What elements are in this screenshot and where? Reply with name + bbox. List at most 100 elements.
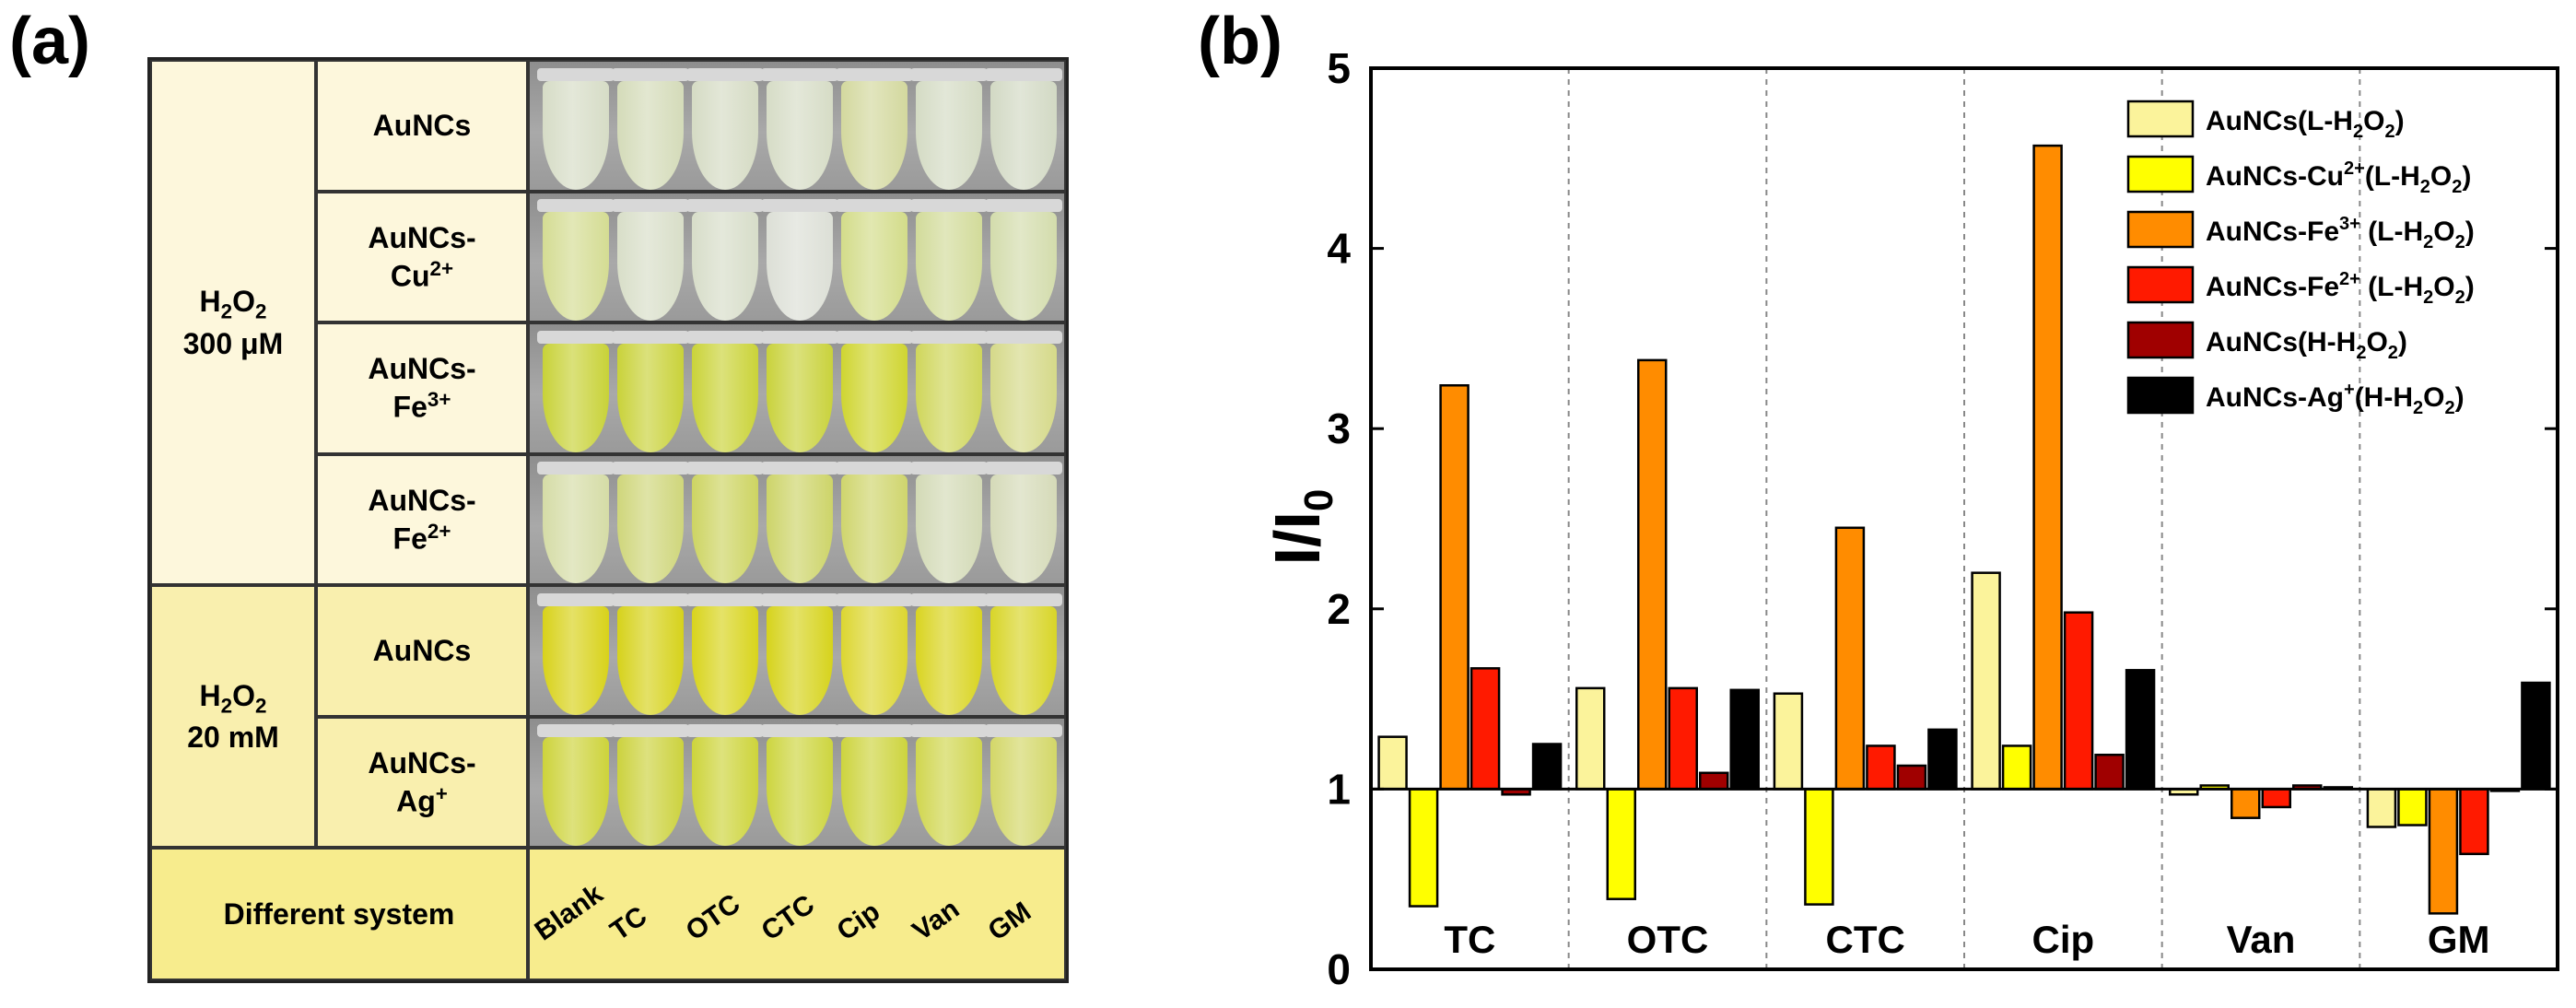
- sample-column-label: Blank: [529, 878, 609, 947]
- y-tick-label: 0: [1327, 945, 1351, 993]
- bar-CTC-series-3: [1866, 744, 1896, 791]
- bar-GM-series-1: [2397, 788, 2428, 826]
- legend-text: O: [2433, 217, 2454, 247]
- bar-GM-series-3: [2459, 788, 2489, 856]
- sample-tube: [985, 462, 1062, 583]
- category-label-GM: GM: [2428, 918, 2490, 961]
- sample-tube: [836, 199, 913, 321]
- bar-Cip-series-3: [2063, 611, 2094, 791]
- legend-subscript: 2: [2455, 287, 2465, 308]
- row-label-1: AuNCs- Cu2+: [316, 191, 528, 322]
- legend-subscript: 2: [2455, 232, 2465, 252]
- sample-tube: [686, 199, 764, 321]
- sample-tube: [985, 592, 1062, 715]
- sample-tube: [612, 592, 689, 715]
- row-label-ion: Ag: [396, 784, 436, 818]
- legend-text: O: [2363, 106, 2384, 136]
- different-system-label: Different system: [150, 848, 528, 980]
- bar-OTC-series-2: [1637, 358, 1668, 791]
- row-label-charge: 2+: [429, 256, 454, 280]
- category-label-Van: Van: [2227, 918, 2296, 961]
- sample-tube: [910, 67, 988, 190]
- row-label-text: AuNCs-: [368, 220, 476, 254]
- tube-photo-row-5: [528, 716, 1066, 848]
- legend-text: ): [2455, 382, 2465, 413]
- row-label-text: AuNCs-: [368, 352, 476, 386]
- bar-Van-series-2: [2231, 788, 2261, 819]
- bar-Cip-series-0: [1971, 571, 2001, 791]
- sample-tube: [761, 330, 838, 452]
- legend-text: AuNCs(H-H: [2206, 327, 2356, 357]
- row-label-5: AuNCs- Ag+: [316, 716, 528, 848]
- legend-subscript: 2: [2388, 343, 2398, 363]
- sample-column-label: GM: [982, 896, 1037, 947]
- sample-tube: [612, 67, 689, 190]
- legend-text: (L-H: [2360, 217, 2423, 247]
- legend-text: (L-H: [2365, 161, 2420, 192]
- legend-text: O: [2423, 382, 2444, 413]
- legend-text: (H-H: [2355, 382, 2413, 413]
- legend-text: (L-H: [2360, 272, 2423, 302]
- legend-subscript: 2: [2452, 177, 2462, 197]
- sample-tube: [910, 724, 988, 846]
- panel-b-label: (b): [1198, 5, 1282, 78]
- y-axis-label: I/I0: [1261, 489, 1341, 566]
- sample-tube: [761, 199, 838, 321]
- legend-label-4: AuNCs(H-H2O2): [2206, 327, 2407, 363]
- sample-tube: [612, 724, 689, 846]
- legend-swatch-3: [2126, 265, 2195, 304]
- legend-subscript: 2: [2413, 398, 2423, 418]
- bar-TC-series-0: [1377, 735, 1408, 791]
- y-tick-label: 2: [1327, 585, 1351, 633]
- bar-Cip-series-2: [2032, 144, 2063, 791]
- row-label-2: AuNCs- Fe3+: [316, 322, 528, 454]
- sample-tube: [686, 724, 764, 846]
- sample-column-label: Van: [907, 893, 966, 947]
- legend-superscript: +: [2344, 380, 2355, 400]
- sample-column-label: OTC: [680, 888, 746, 947]
- sample-tube: [985, 330, 1062, 452]
- bar-OTC-series-0: [1575, 686, 1606, 791]
- row-label-text: AuNCs-: [368, 745, 476, 779]
- sample-tube: [985, 67, 1062, 190]
- legend-subscript: 2: [2423, 232, 2433, 252]
- sample-column-label: Cip: [831, 896, 886, 947]
- legend-text: ): [2465, 217, 2475, 247]
- legend-text: AuNCs-Cu: [2206, 161, 2344, 192]
- bar-Van-series-3: [2261, 788, 2291, 809]
- bar-OTC-series-1: [1606, 788, 1636, 900]
- sample-tube: [761, 462, 838, 583]
- row-label-charge: 3+: [427, 388, 451, 412]
- row-label-ion: Cu: [390, 259, 430, 293]
- sample-tube: [910, 199, 988, 321]
- bar-OTC-series-5: [1729, 688, 1760, 791]
- sample-tube: [761, 592, 838, 715]
- row-label-0: AuNCs: [316, 60, 528, 192]
- bar-CTC-series-4: [1896, 764, 1927, 791]
- sample-tube: [985, 199, 1062, 321]
- sample-tube: [537, 330, 615, 452]
- y-tick-label: 3: [1327, 404, 1351, 452]
- sample-tube: [985, 724, 1062, 846]
- bar-TC-series-3: [1469, 667, 1501, 791]
- system-photo-table: H2O2 300 μM H2O2 20 mM AuNCs AuNCs- Cu2+ Au…: [147, 57, 1069, 983]
- bar-CTC-series-1: [1804, 788, 1834, 906]
- sample-tube: [612, 199, 689, 321]
- bar-CTC-series-0: [1773, 692, 1804, 791]
- legend-superscript: 3+: [2339, 214, 2360, 234]
- legend-label-3: AuNCs-Fe2+ (L-H2O2): [2206, 269, 2475, 308]
- sample-tube: [612, 462, 689, 583]
- sample-tube: [761, 67, 838, 190]
- bar-Cip-series-1: [2001, 744, 2032, 791]
- sample-tube: [686, 462, 764, 583]
- bar-TC-series-1: [1408, 788, 1439, 908]
- sample-tube: [836, 592, 913, 715]
- legend-swatch-5: [2126, 376, 2195, 415]
- y-tick-label: 5: [1327, 44, 1351, 92]
- legend-superscript: 2+: [2339, 269, 2360, 289]
- sample-column-label: CTC: [755, 889, 821, 947]
- sample-tube: [537, 724, 615, 846]
- category-label-CTC: CTC: [1826, 918, 1905, 961]
- tube-photo-row-0: [528, 60, 1066, 192]
- bar-Cip-series-5: [2125, 669, 2156, 791]
